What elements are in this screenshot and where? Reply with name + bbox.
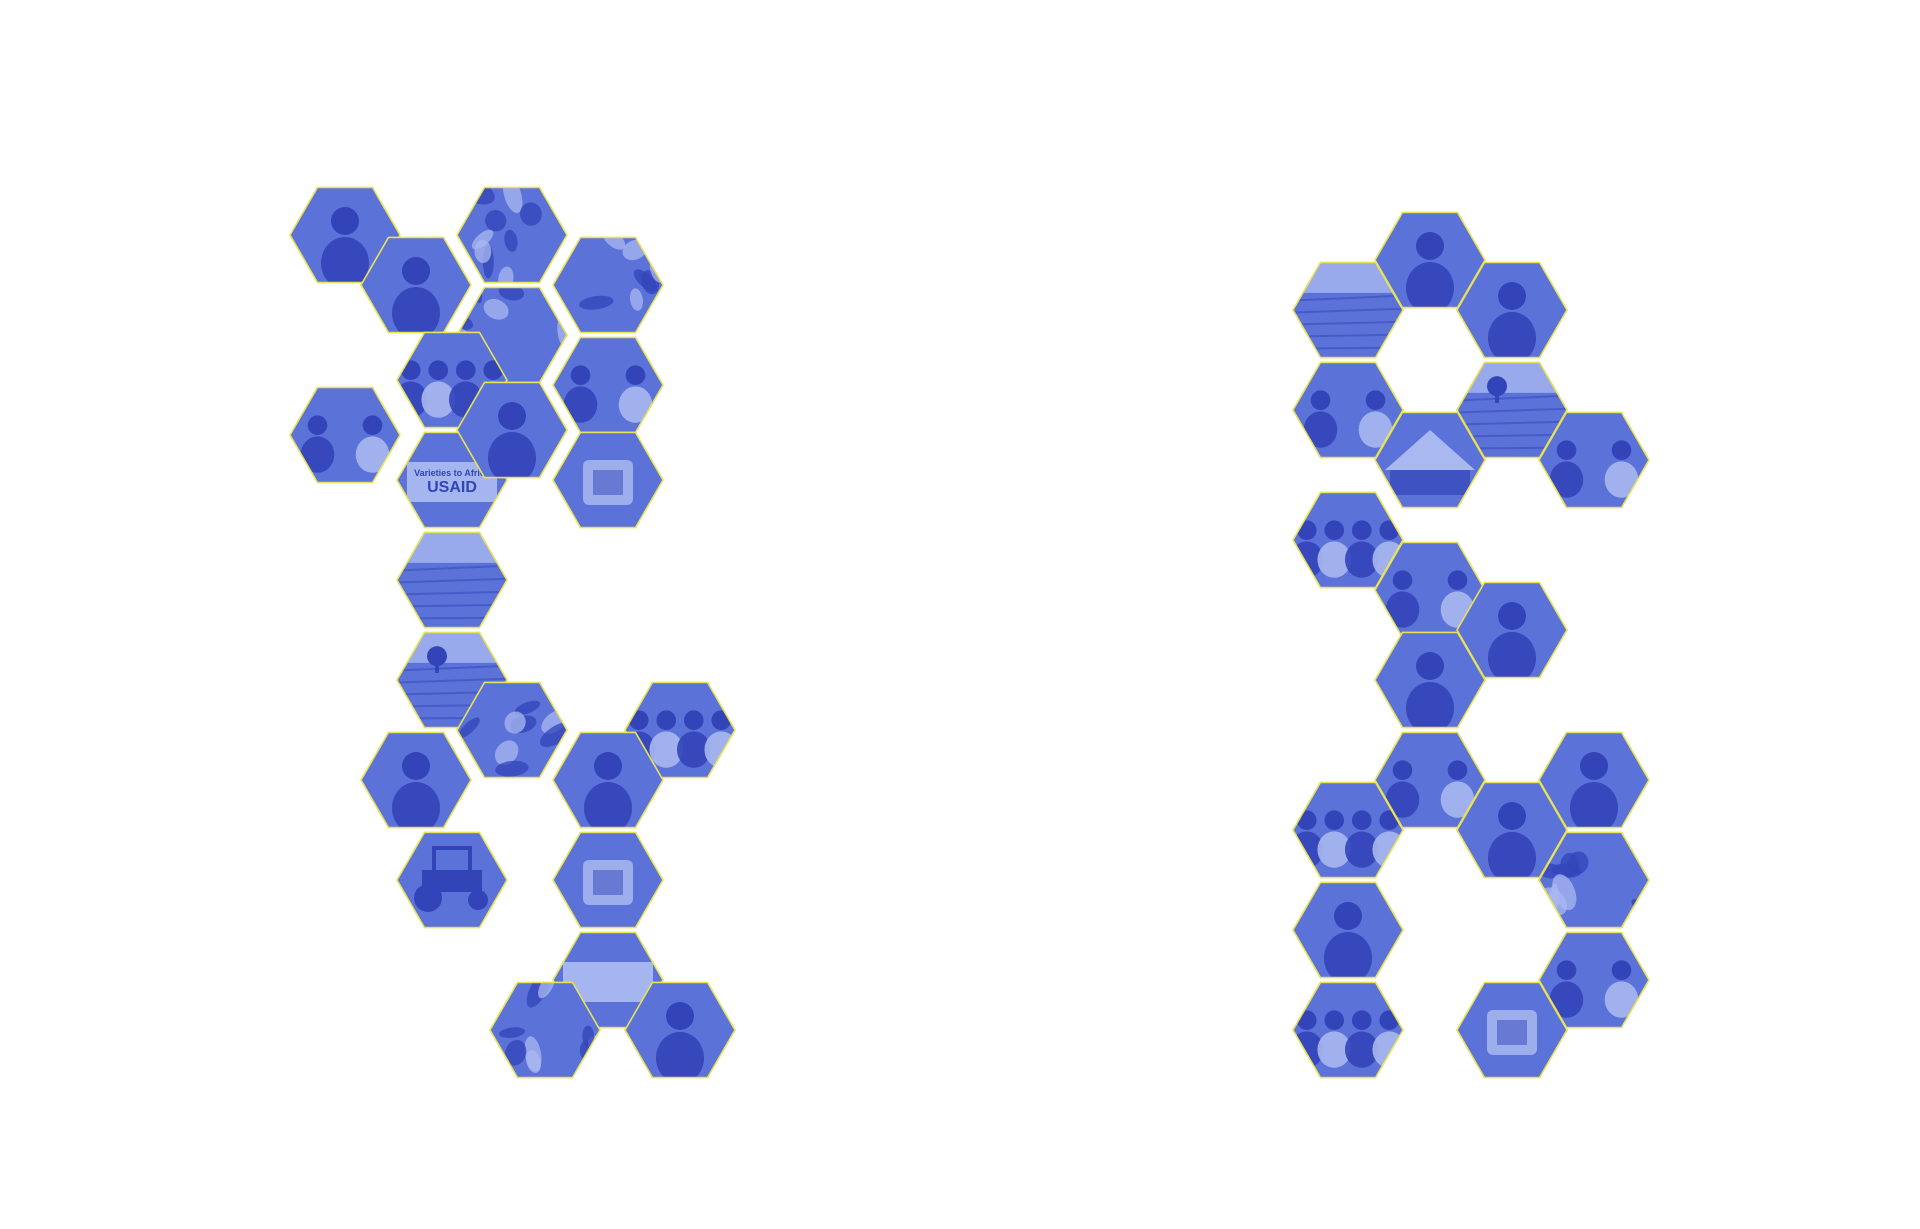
hex-photo-crowd-field <box>1292 781 1404 879</box>
hex-photo-woman-bowl <box>1538 931 1650 1029</box>
hex-photo-people-plants <box>1292 981 1404 1079</box>
hex-photo-crops-harvest <box>1538 831 1650 929</box>
hex-photo-leaves <box>456 186 568 284</box>
banner-text: USAID <box>427 479 477 496</box>
hex-photo-boy-portrait <box>624 981 736 1079</box>
hex-photo-men-waving <box>289 386 401 484</box>
hex-photo-man-field <box>1374 211 1486 309</box>
hex-photo-signboard <box>552 931 664 1029</box>
banner-subtext: Varieties to Africa <box>414 468 491 478</box>
hex-photo-farmer-bending <box>1374 631 1486 729</box>
hex-photo-field <box>396 531 508 629</box>
hex-photo-crop-stalks <box>456 681 568 779</box>
hex-photo-seed-tray <box>552 431 664 529</box>
hex-photo-man-working <box>1538 731 1650 829</box>
hex-photo-leaves <box>552 236 664 334</box>
hex-photo-woman-headwrap <box>360 731 472 829</box>
hex-photo-field-tree <box>396 631 508 729</box>
hex-photo-lab-flask <box>552 831 664 929</box>
hex-photo-person-portrait <box>289 186 401 284</box>
hex-photo-students <box>1538 411 1650 509</box>
hex-photo-tractor <box>396 831 508 929</box>
hex-photo-women-basket <box>552 336 664 434</box>
hex-photo-tent <box>1374 411 1486 509</box>
hex-photo-worker-crouching <box>1456 581 1568 679</box>
hex-photo-plants-sign <box>489 981 601 1079</box>
hex-photo-man-portrait <box>552 731 664 829</box>
hex-photo-man-field <box>456 381 568 479</box>
hex-photo-market <box>1456 981 1568 1079</box>
hex-photo-man-hat <box>1292 881 1404 979</box>
hex-photo-woman-portrait <box>1456 261 1568 359</box>
